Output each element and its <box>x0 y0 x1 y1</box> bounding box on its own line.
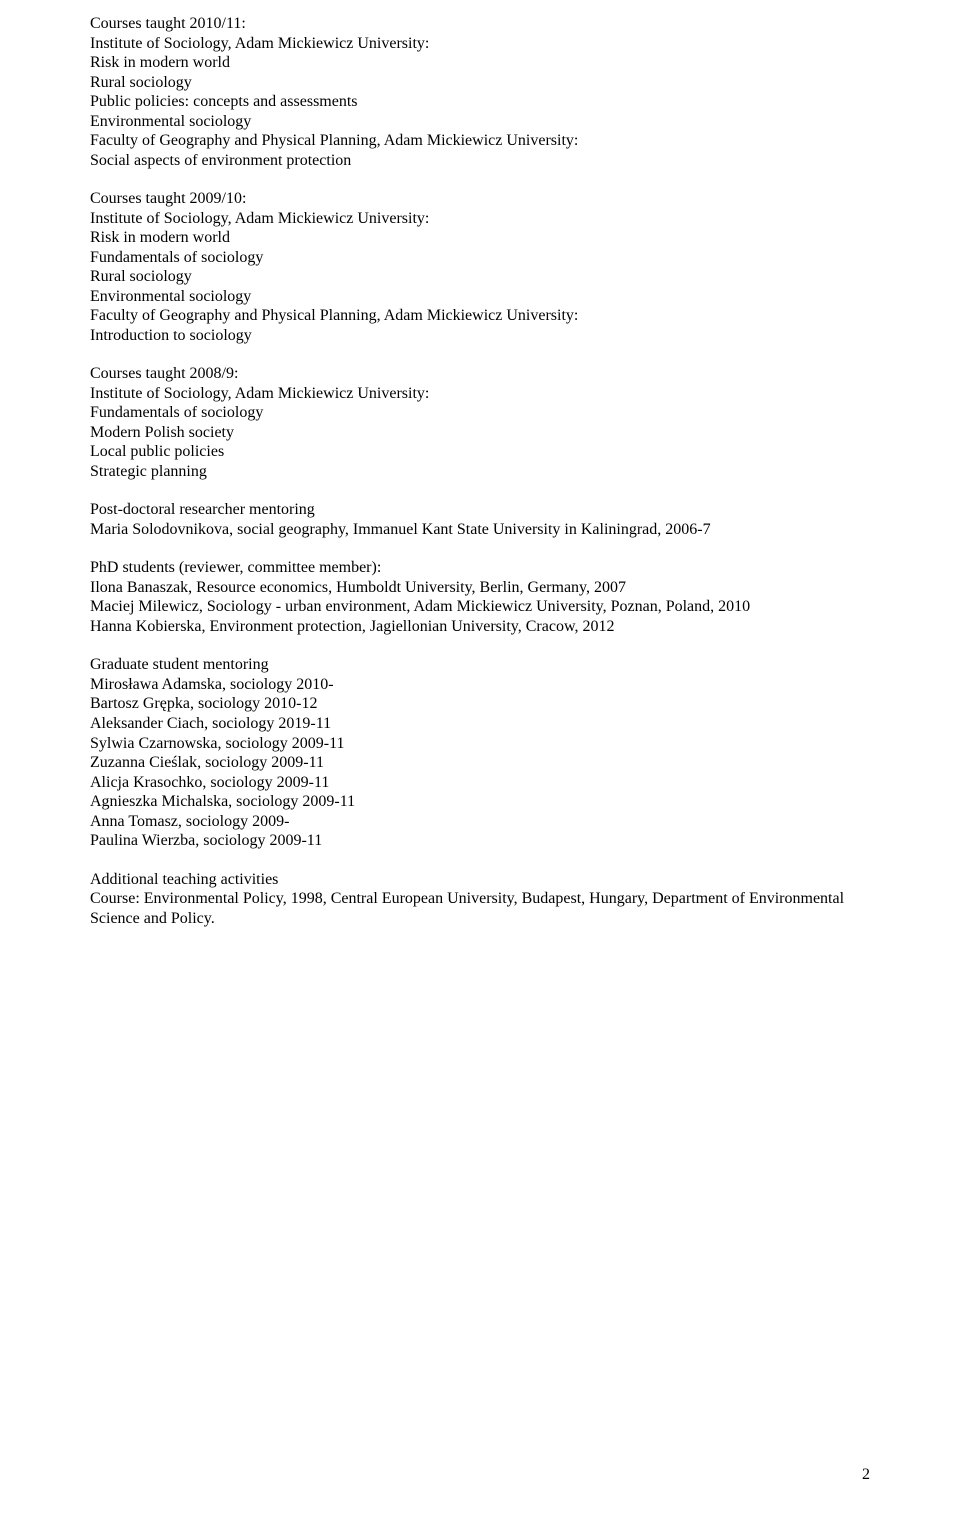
text-line: Aleksander Ciach, sociology 2019-11 <box>90 714 870 734</box>
text-line: Courses taught 2009/10: <box>90 189 870 209</box>
document-section: Graduate student mentoringMirosława Adam… <box>90 655 870 850</box>
text-line: Strategic planning <box>90 462 870 482</box>
text-line: PhD students (reviewer, committee member… <box>90 558 870 578</box>
text-line: Anna Tomasz, sociology 2009- <box>90 812 870 832</box>
text-line: Faculty of Geography and Physical Planni… <box>90 306 870 326</box>
text-line: Maciej Milewicz, Sociology - urban envir… <box>90 597 870 617</box>
text-line: Public policies: concepts and assessment… <box>90 92 870 112</box>
text-line: Post-doctoral researcher mentoring <box>90 500 870 520</box>
document-section: Post-doctoral researcher mentoringMaria … <box>90 500 870 539</box>
text-line: Modern Polish society <box>90 423 870 443</box>
document-section: PhD students (reviewer, committee member… <box>90 558 870 636</box>
text-line: Maria Solodovnikova, social geography, I… <box>90 520 870 540</box>
text-line: Additional teaching activities <box>90 870 870 890</box>
text-line: Environmental sociology <box>90 287 870 307</box>
text-line: Institute of Sociology, Adam Mickiewicz … <box>90 209 870 229</box>
text-line: Introduction to sociology <box>90 326 870 346</box>
text-line: Fundamentals of sociology <box>90 248 870 268</box>
document-section: Courses taught 2009/10:Institute of Soci… <box>90 189 870 345</box>
text-line: Sylwia Czarnowska, sociology 2009-11 <box>90 734 870 754</box>
text-line: Fundamentals of sociology <box>90 403 870 423</box>
text-line: Faculty of Geography and Physical Planni… <box>90 131 870 151</box>
text-line: Graduate student mentoring <box>90 655 870 675</box>
text-line: Rural sociology <box>90 267 870 287</box>
text-line: Alicja Krasochko, sociology 2009-11 <box>90 773 870 793</box>
text-line: Rural sociology <box>90 73 870 93</box>
text-line: Institute of Sociology, Adam Mickiewicz … <box>90 384 870 404</box>
text-line: Environmental sociology <box>90 112 870 132</box>
text-line: Institute of Sociology, Adam Mickiewicz … <box>90 34 870 54</box>
text-line: Courses taught 2010/11: <box>90 14 870 34</box>
text-line: Agnieszka Michalska, sociology 2009-11 <box>90 792 870 812</box>
document-section: Courses taught 2010/11:Institute of Soci… <box>90 14 870 170</box>
text-line: Course: Environmental Policy, 1998, Cent… <box>90 889 870 928</box>
text-line: Bartosz Grępka, sociology 2010-12 <box>90 694 870 714</box>
text-line: Hanna Kobierska, Environment protection,… <box>90 617 870 637</box>
text-line: Courses taught 2008/9: <box>90 364 870 384</box>
text-line: Mirosława Adamska, sociology 2010- <box>90 675 870 695</box>
text-line: Social aspects of environment protection <box>90 151 870 171</box>
text-line: Local public policies <box>90 442 870 462</box>
text-line: Risk in modern world <box>90 228 870 248</box>
text-line: Ilona Banaszak, Resource economics, Humb… <box>90 578 870 598</box>
document-section: Additional teaching activitiesCourse: En… <box>90 870 870 929</box>
document-content: Courses taught 2010/11:Institute of Soci… <box>90 14 870 928</box>
text-line: Paulina Wierzba, sociology 2009-11 <box>90 831 870 851</box>
text-line: Risk in modern world <box>90 53 870 73</box>
document-page: Courses taught 2010/11:Institute of Soci… <box>0 0 960 1515</box>
document-section: Courses taught 2008/9:Institute of Socio… <box>90 364 870 481</box>
text-line: Zuzanna Cieślak, sociology 2009-11 <box>90 753 870 773</box>
page-number: 2 <box>862 1465 870 1485</box>
